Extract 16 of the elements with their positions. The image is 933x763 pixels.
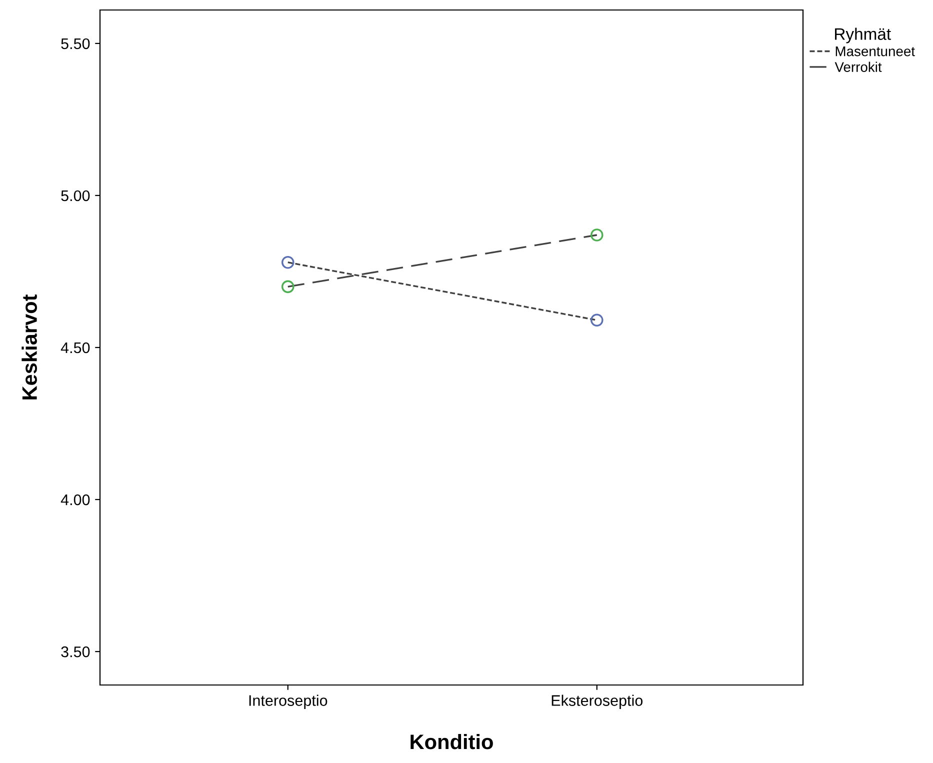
point [590, 314, 604, 327]
x-axis-title: Konditio [410, 734, 493, 750]
y-axis-title: Keskiarvot [22, 294, 37, 400]
legend-title: Ryhmät [835, 28, 891, 44]
point [281, 256, 294, 269]
point [590, 228, 604, 242]
y-tick-label: 3.50 [61, 646, 90, 658]
y-tick-label: 4.50 [60, 342, 90, 354]
legend-label: Masentuneet [836, 46, 915, 56]
y-tick-label: 5.50 [61, 38, 90, 50]
y-tick-label: 4.00 [60, 494, 90, 506]
y-tick-label: 5.00 [61, 190, 90, 202]
legend-label: Verrokit [834, 62, 882, 72]
point [281, 280, 294, 294]
x-tick-label: Interoseptio [249, 694, 328, 709]
x-tick-label: Eksteroseptio [552, 694, 643, 709]
